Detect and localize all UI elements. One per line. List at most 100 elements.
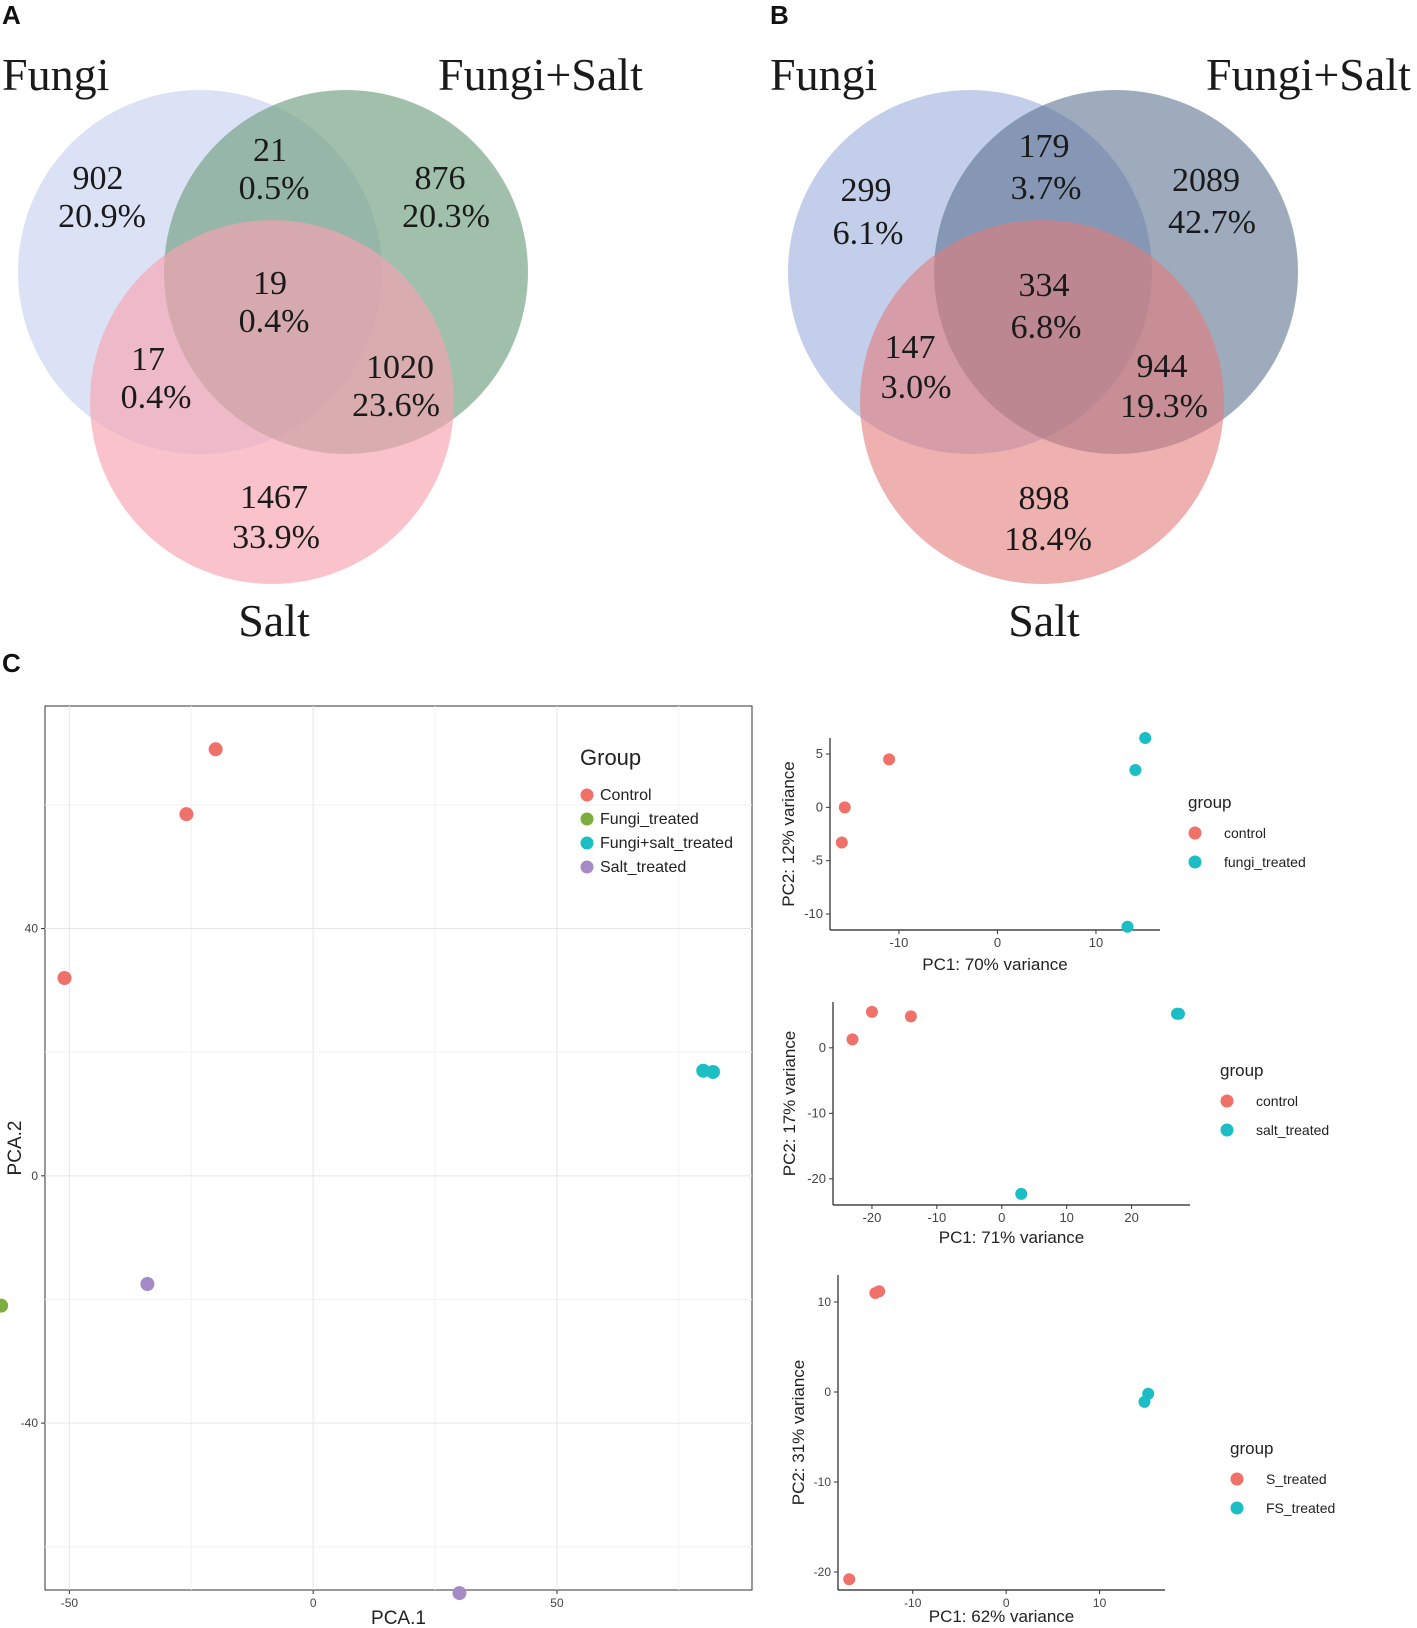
legend-title: Group	[580, 745, 641, 770]
venn-a-count: 876	[415, 160, 466, 197]
legend-label: control	[1256, 1093, 1298, 1109]
panel-label-b: B	[770, 0, 789, 30]
venn-a-percent: 0.5%	[239, 170, 310, 207]
data-point	[846, 1033, 859, 1046]
data-point	[452, 1586, 467, 1601]
legend-label: Control	[600, 787, 652, 804]
data-point	[140, 1277, 155, 1291]
data-point	[883, 753, 896, 766]
x-tick-label: 0	[994, 935, 1001, 950]
venn-a-percent: 0.4%	[239, 303, 310, 340]
x-tick-label: -10	[904, 1596, 922, 1610]
legend-label: salt_treated	[1256, 1122, 1329, 1138]
x-tick-label: 20	[1124, 1210, 1138, 1225]
legend-key	[1220, 1094, 1234, 1108]
data-point	[57, 971, 72, 985]
venn-b-percent: 19.3%	[1120, 388, 1208, 425]
venn-diagram-a: Fungi Fungi+Salt Salt 902 20.9% 21 0.5% …	[2, 49, 643, 646]
legend-label: Fungi+salt_treated	[600, 835, 733, 852]
y-tick-label: -20	[807, 1171, 826, 1186]
venn-a-percent: 0.4%	[121, 379, 192, 416]
x-tick-label: -50	[61, 1596, 79, 1610]
data-point	[1129, 764, 1142, 776]
x-tick-label: -10	[927, 1210, 946, 1225]
venn-b-percent: 42.7%	[1168, 204, 1256, 241]
data-point	[904, 1010, 917, 1023]
legend-title: group	[1230, 1439, 1273, 1458]
venn-a-count: 21	[253, 132, 287, 169]
data-point	[843, 1573, 856, 1586]
y-tick-label: 5	[816, 746, 823, 761]
venn-b-count: 2089	[1172, 162, 1240, 199]
legend-label: fungi_treated	[1224, 854, 1306, 870]
x-tick-label: -10	[890, 935, 909, 950]
y-tick-label: -10	[807, 1105, 826, 1120]
venn-b-label-salt: Salt	[1008, 595, 1080, 646]
legend-key	[580, 812, 594, 826]
pca-main-plot: -50 0 50 40 0 -40 PCA.1 PCA.2 Group Control Fungi_…	[0, 705, 753, 1628]
x-axis-title: PC1: 71% variance	[939, 1228, 1085, 1247]
legend-key	[1188, 855, 1202, 869]
legend-key	[580, 788, 594, 802]
x-tick-label: 10	[1059, 1210, 1073, 1225]
legend-label: Salt_treated	[600, 859, 686, 876]
x-tick-label: 0	[310, 1596, 317, 1610]
y-axis-title: PC2: 17% variance	[780, 1031, 799, 1177]
venn-a-count: 19	[253, 265, 287, 302]
venn-b-label-fungi: Fungi	[770, 49, 877, 100]
x-tick-label: 10	[1089, 935, 1103, 950]
venn-b-percent: 6.1%	[833, 215, 904, 252]
y-tick-label: 0	[31, 1169, 38, 1183]
venn-b-label-fungi-salt: Fungi+Salt	[1206, 49, 1411, 100]
legend-key	[1188, 826, 1202, 840]
venn-a-percent: 20.9%	[58, 198, 146, 235]
y-tick-label: -20	[814, 1565, 832, 1579]
plot-panel	[44, 705, 753, 1591]
data-point	[1172, 1007, 1185, 1020]
y-tick-label: 0	[824, 1385, 831, 1399]
data-point	[1138, 1395, 1151, 1408]
data-point	[835, 836, 848, 849]
legend-title: group	[1220, 1061, 1263, 1080]
venn-diagram-b: Fungi Fungi+Salt Salt 299 6.1% 179 3.7% …	[770, 49, 1411, 646]
legend-label: control	[1224, 825, 1266, 841]
data-point	[838, 801, 851, 814]
y-tick-label: 40	[25, 922, 39, 936]
data-point	[1015, 1187, 1028, 1200]
x-axis-title: PCA.1	[371, 1608, 426, 1628]
venn-a-label-fungi: Fungi	[2, 49, 109, 100]
venn-a-count: 1467	[240, 479, 308, 516]
legend-label: Fungi_treated	[600, 811, 699, 828]
venn-a-count: 1020	[366, 349, 434, 386]
data-point	[208, 742, 223, 757]
panel-label-a: A	[2, 0, 21, 30]
y-tick-label: 0	[816, 799, 823, 814]
legend-title: group	[1188, 793, 1231, 812]
legend-key	[580, 836, 594, 850]
y-tick-label: -10	[814, 1475, 832, 1489]
data-point	[873, 1285, 886, 1298]
legend-key	[1230, 1501, 1244, 1515]
legend-key	[580, 860, 594, 874]
legend-key	[1220, 1123, 1234, 1137]
venn-b-circle-salt	[860, 220, 1224, 584]
legend-key	[1230, 1472, 1244, 1486]
x-tick-label: 10	[1093, 1596, 1107, 1610]
venn-b-count: 179	[1019, 128, 1070, 165]
y-tick-label: 10	[818, 1295, 832, 1309]
venn-b-count: 944	[1137, 348, 1188, 385]
venn-a-percent: 33.9%	[232, 519, 320, 556]
x-tick-label: -20	[863, 1210, 882, 1225]
legend-label: S_treated	[1266, 1471, 1327, 1487]
venn-a-label-salt: Salt	[238, 595, 310, 646]
venn-a-percent: 20.3%	[402, 198, 490, 235]
pca-plot-s-vs-fs: -10 0 10 10 0 -10 -20 PC1: 62% variance PC2: 31%…	[789, 1275, 1335, 1626]
x-tick-label: 0	[1003, 1596, 1010, 1610]
data-point	[0, 1298, 9, 1313]
data-point	[705, 1064, 720, 1079]
venn-b-count: 147	[885, 329, 936, 366]
data-point	[179, 807, 194, 822]
y-axis-title: PC2: 12% variance	[779, 761, 798, 907]
venn-b-percent: 3.0%	[881, 369, 952, 406]
